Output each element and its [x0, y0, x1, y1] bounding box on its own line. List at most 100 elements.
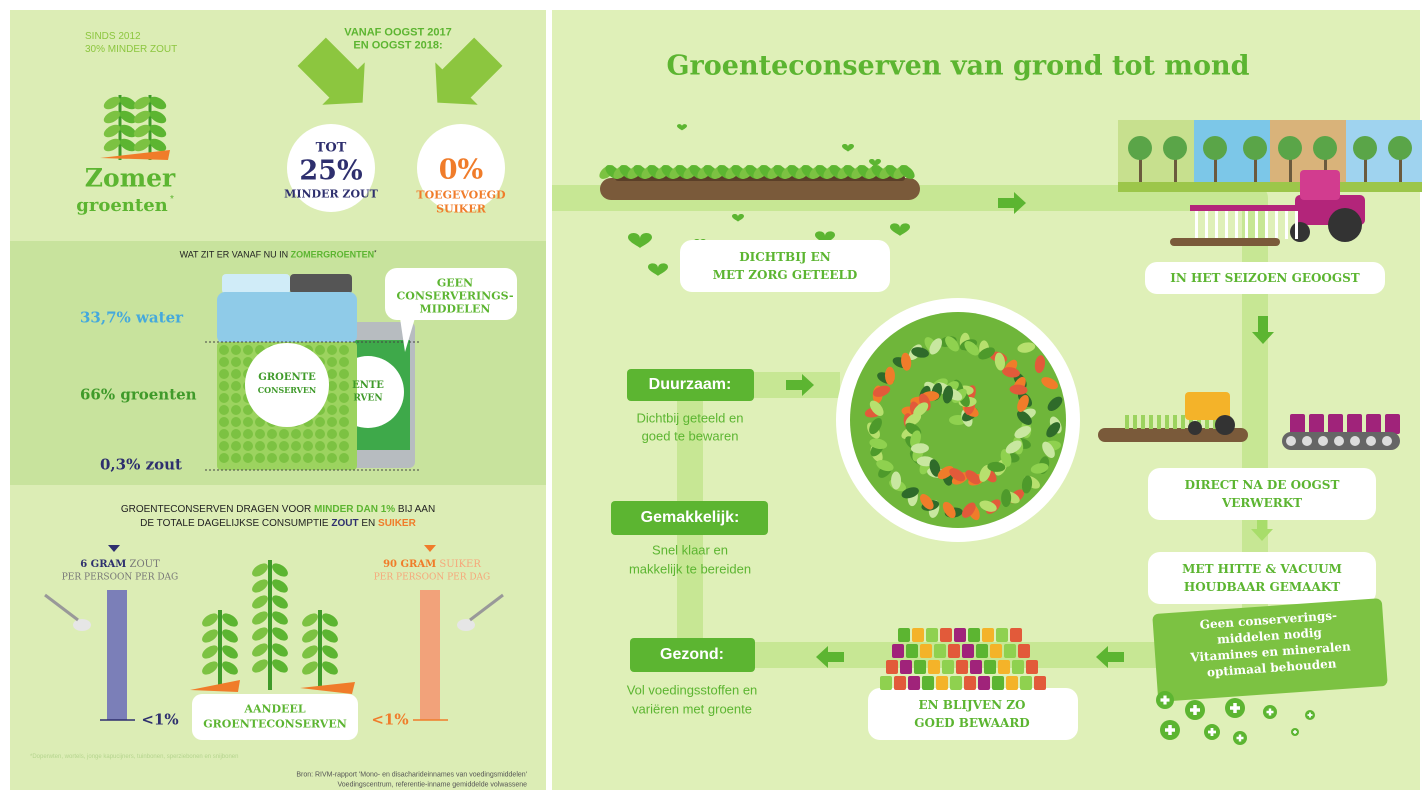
bottom-heading: DE TOTALE DAGELIJKSE CONSUMPTIE ZOUT EN …: [140, 519, 416, 529]
salt-per: PER PERSOON PER DAG: [62, 574, 179, 583]
tine: [1265, 211, 1268, 239]
sugar-text: SUIKER: [436, 204, 486, 215]
unit: SUIKER: [436, 559, 481, 570]
can-stack: [1004, 644, 1016, 658]
can-stack: [898, 628, 910, 642]
crop: [1149, 415, 1153, 429]
field: [600, 178, 920, 200]
can-stack: [954, 628, 966, 642]
amount: 6 GRAM: [80, 559, 126, 570]
pea: [279, 453, 289, 463]
leaf: [891, 472, 901, 490]
can-label: RVEN: [353, 395, 382, 404]
tine: [1215, 211, 1218, 239]
since: SINDS 2012: [85, 32, 141, 42]
pea: [231, 357, 241, 367]
pea: [219, 453, 229, 463]
pea: [219, 405, 229, 415]
roller: [1334, 436, 1344, 446]
amount: 90 GRAM: [383, 559, 436, 570]
tractor-cab: [1300, 170, 1340, 200]
can-stack: [880, 676, 892, 690]
can-stack: [976, 644, 988, 658]
step-label: EN BLIJVEN ZO: [919, 699, 1026, 711]
pea: [315, 429, 325, 439]
bubble-text: GEEN: [437, 278, 473, 289]
roller: [1382, 436, 1392, 446]
heading: EN OOGST 2018:: [353, 41, 442, 52]
pea: [339, 369, 349, 379]
logo: Zomer: [85, 166, 175, 191]
tine: [1225, 211, 1228, 239]
salt-text: MINDER ZOUT: [284, 189, 378, 200]
heading: VANAF OOGST 2017: [344, 28, 451, 39]
salt-pre: TOT: [316, 142, 347, 155]
step-label: GOED BEWAARD: [914, 717, 1029, 729]
pea: [231, 429, 241, 439]
jar-label: CONSERVEN: [258, 386, 317, 394]
pea: [231, 369, 241, 379]
can-stack: [942, 660, 954, 674]
title: Groenteconserven van grond tot mond: [666, 53, 1249, 80]
pea: [327, 369, 337, 379]
can-stack: [922, 676, 934, 690]
can-stack: [1012, 660, 1024, 674]
unit: ZOUT: [126, 559, 159, 570]
pea: [327, 345, 337, 355]
tree: [1243, 136, 1267, 160]
pea: [219, 357, 229, 367]
highlight: MINDER DAN 1%: [314, 504, 395, 515]
pea: [255, 429, 265, 439]
benefit-title: Duurzaam:: [649, 377, 732, 393]
benefit-text: variëren met groente: [632, 703, 752, 716]
step-label: IN HET SEIZOEN GEOOGST: [1170, 272, 1359, 284]
pea: [219, 345, 229, 355]
tree: [1278, 136, 1302, 160]
pea: [303, 441, 313, 451]
bottom-heading: GROENTECONSERVEN DRAGEN VOOR MINDER DAN …: [121, 505, 435, 515]
wheel: [1215, 415, 1235, 435]
pea: [327, 357, 337, 367]
step-label: MET HITTE & VACUUM: [1182, 563, 1342, 575]
pea: [315, 453, 325, 463]
wheel: [1188, 421, 1202, 435]
source: Bron: RIVM-rapport 'Mono- en disacharide…: [296, 772, 527, 779]
text: BIJ AAN: [395, 504, 435, 515]
crop: [1165, 415, 1169, 429]
tine: [1285, 211, 1288, 239]
middle-title: WAT ZIT ER VANAF NU IN ZOMERGROENTEN*: [180, 251, 377, 260]
jar-water: [217, 292, 357, 344]
can-stack: [992, 676, 1004, 690]
tree: [1313, 136, 1337, 160]
tree: [1128, 136, 1152, 160]
pea: [255, 441, 265, 451]
vegetables-label: 66% groenten: [80, 388, 197, 403]
benefit-text: makkelijk te bereiden: [629, 563, 751, 576]
sugar-amount: 90 GRAM SUIKER: [383, 560, 481, 570]
step-label: DIRECT NA DE OOGST: [1185, 479, 1340, 491]
title-text: WAT ZIT ER VANAF NU IN: [180, 250, 291, 260]
pea: [243, 345, 253, 355]
tine: [1255, 211, 1258, 239]
pea: [303, 453, 313, 463]
pea: [339, 381, 349, 391]
step-label: DICHTBIJ EN: [739, 251, 831, 263]
footnote: *Doperwten, wortels, jonge kapucijners, …: [30, 754, 238, 760]
wheel: [1290, 222, 1310, 242]
pea: [339, 345, 349, 355]
pea: [279, 441, 289, 451]
can-small: [1347, 414, 1362, 434]
salt-bar: [107, 590, 127, 720]
pea: [243, 441, 253, 451]
logo-mark: *: [170, 195, 174, 205]
less-salt: 30% MINDER ZOUT: [85, 45, 177, 55]
pea: [327, 429, 337, 439]
water-label: 33,7% water: [80, 311, 183, 326]
crop: [1173, 415, 1177, 429]
can-stack: [948, 644, 960, 658]
can-stack: [950, 676, 962, 690]
wheel: [1328, 208, 1362, 242]
spoon: [457, 619, 475, 631]
benefit-title: Gezond:: [660, 647, 724, 663]
can-label: ENTE: [352, 381, 384, 391]
